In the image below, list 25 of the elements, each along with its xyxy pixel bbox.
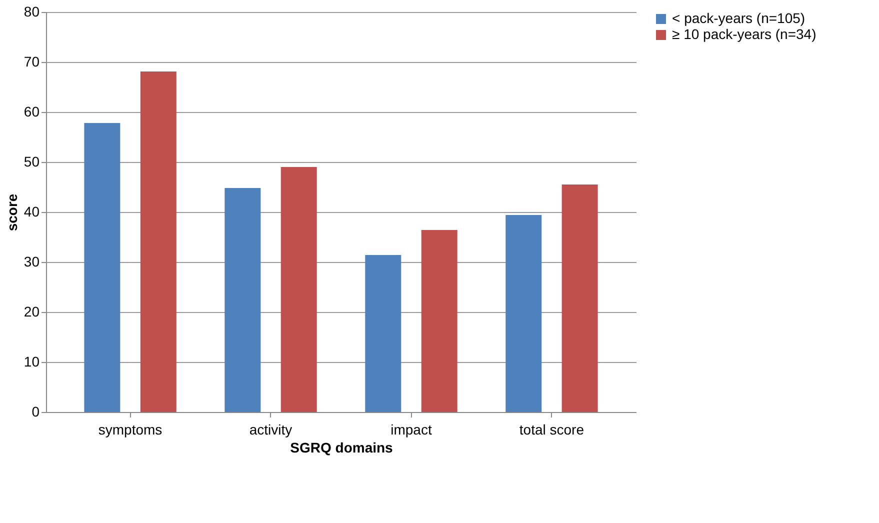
y-tick-label: 40	[24, 204, 40, 220]
bar	[506, 215, 542, 412]
bar	[421, 230, 458, 412]
bar	[365, 255, 402, 412]
y-tick-label: 50	[24, 154, 40, 170]
x-tick-label: activity	[249, 422, 292, 438]
y-tick-label: 60	[24, 104, 40, 120]
y-tick-label: 80	[24, 4, 40, 20]
bar	[140, 72, 176, 412]
x-tick-label: impact	[390, 422, 432, 438]
bar	[562, 184, 598, 412]
bar	[280, 167, 317, 412]
x-tick-label: symptoms	[98, 422, 162, 438]
y-tick-label: 10	[24, 354, 40, 370]
y-axis-title: score	[4, 194, 20, 232]
y-tick-label: 70	[24, 54, 40, 70]
y-tick-label: 30	[24, 254, 40, 270]
x-tick-label: total score	[519, 422, 584, 438]
y-tick-label: 20	[24, 304, 40, 320]
bar	[84, 123, 120, 412]
x-axis-title: SGRQ domains	[290, 440, 394, 456]
legend-label: < pack-years (n=105)	[672, 10, 806, 26]
y-tick-label: 0	[32, 404, 40, 420]
bar	[224, 188, 261, 412]
legend-label: ≥ 10 pack-years (n=34)	[672, 26, 816, 42]
